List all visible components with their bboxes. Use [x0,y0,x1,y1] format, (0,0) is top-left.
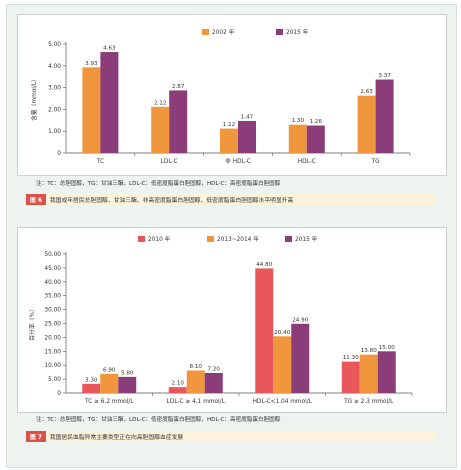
chart2-caption: 图 7 我国居民血脂异常主要类型正在向高胆固醇血症发展 [26,431,436,442]
chart2-legend-swatch [138,236,145,242]
chart2-bar [100,373,119,393]
chart1-data-label: 1.47 [241,114,254,120]
chart1-data-label: 2.87 [172,84,185,90]
chart1-bar [169,90,188,153]
chart2-x-tick-label: TC ≥ 6.2 mmol/L [84,399,134,405]
chart1-x-tick-label: 非 HDL-C [225,157,251,165]
chart2-y-tick-label: 25.00 [44,322,61,328]
chart2-caption-text: 我国居民血脂异常主要类型正在向高胆固醇血症发展 [49,435,184,441]
chart1-x-tick-label: LDL-C [161,159,178,165]
chart1-note: 注：TC：总胆固醇，TG：甘油三酯，LDL-C：低密度脂蛋白胆固醇，HDL-C：… [36,181,281,187]
chart2-y-tick-label: 20.00 [44,335,61,341]
chart1-caption: 图 6 我国成年居民总胆固醇、甘油三酯、非高密度脂蛋白胆固醇、低密度脂蛋白胆固醇… [26,194,436,205]
chart1-y-axis-label: 含量（mmol/L） [30,76,38,121]
chart1-bar [238,120,256,153]
chart2-bar [168,387,187,393]
chart2-y-tick-label: 15.00 [44,349,61,355]
chart2-bar [118,376,137,393]
chart1-legend-swatch [202,29,209,35]
chart1-x-tick-label: HDL-C [298,159,316,165]
chart2-legend-label: 2015 年 [295,235,318,243]
chart2-bar [273,336,292,393]
chart2-bar [204,372,223,393]
chart2-x-tick-label: HDL-C<1.04 mmol/L [253,399,313,405]
chart1-data-label: 2.63 [360,89,373,95]
chart2-x-tick-label: TG ≥ 2.3 mmol/L [343,399,394,405]
chart1-bar [306,125,325,153]
chart1-data-label: 1.30 [292,118,305,124]
chart2-bar [186,370,205,393]
chart2-bar [82,383,101,393]
chart2-data-label: 5.80 [121,370,134,376]
chart2-y-axis-label: 百分率（%） [28,306,36,341]
chart2-data-label: 24.90 [292,317,308,323]
chart2-data-label: 2.10 [172,381,185,387]
chart2-data-label: 44.80 [256,262,272,268]
chart2-y-tick-label: 50.00 [44,252,61,258]
chart1-y-tick-label: 1.00 [48,129,61,135]
chart2-bar [255,268,274,393]
chart1-data-label: 3.93 [85,61,98,67]
chart1-bar [288,124,307,153]
chart2-y-tick-label: 10.00 [44,363,61,369]
chart2-legend-swatch [285,236,292,242]
chart2-data-label: 7.20 [208,366,221,372]
chart1-bar [220,128,238,153]
chart2-y-tick-label: 35.00 [44,294,61,300]
chart2-bar [377,351,396,393]
chart1-data-label: 4.63 [103,46,116,52]
chart2-note: 注：TC：总胆固醇，TG：甘油三酯，LDL-C：低密度脂蛋白胆固醇，HDL-C：… [36,417,281,423]
chart1-y-tick-label: 5.00 [48,42,61,48]
chart1-y-tick-label: 2.00 [48,107,61,113]
chart2-data-label: 15.00 [379,345,395,351]
chart1-fig-tag: 图 6 [26,194,46,205]
chart2-data-label: 20.40 [274,330,290,336]
chart2-legend-swatch [207,236,214,242]
chart2-y-tick-label: 30.00 [44,308,61,314]
chart2-data-label: 13.80 [361,348,377,354]
chart1-data-label: 3.37 [378,73,391,79]
chart2-bar [359,354,378,393]
chart2-data-label: 8.10 [190,364,203,370]
chart2-data-label: 6.90 [103,367,116,373]
chart1-y-tick-label: 3.00 [48,86,61,92]
chart1-x-tick-label: TC [96,159,104,165]
chart1-x-tick-label: TG [371,159,381,165]
chart2-bar [291,323,310,393]
chart2-x-tick-label: LDL-C ≥ 4.1 mmol/L [167,399,226,405]
chart2-y-tick-label: 5.00 [48,377,61,383]
chart1-y-tick-label: 0 [57,151,61,157]
chart2-bar [341,361,360,393]
chart1-bar [357,95,376,153]
chart2-y-tick-label: 40.00 [44,280,61,286]
chart2-y-tick-label: 0 [57,391,61,397]
chart1-legend-label: 2015 年 [286,28,309,36]
chart2-data-label: 3.30 [85,377,98,383]
chart1-legend-swatch [276,29,283,35]
chart1-bar [82,67,101,153]
chart2-data-label: 11.30 [343,355,359,361]
chart2-y-tick-label: 45.00 [44,266,61,272]
chart1-data-label: 1.12 [223,122,235,128]
chart2-legend-label: 2010 年 [148,235,171,243]
chart1-bar [100,52,119,153]
chart1-y-tick-label: 4.00 [48,64,61,70]
chart1-data-label: 2.12 [154,100,166,106]
chart2-legend-label: 2013~2014 年 [217,235,259,243]
chart1-bar [375,79,394,153]
chart2-fig-tag: 图 7 [26,431,46,442]
chart1-legend-label: 2002 年 [212,28,235,36]
chart1-caption-text: 我国成年居民总胆固醇、甘油三酯、非高密度脂蛋白胆固醇、低密度脂蛋白胆固醇水平明显… [49,198,294,204]
chart1-bar [151,106,170,153]
chart1-data-label: 1.26 [310,119,323,125]
